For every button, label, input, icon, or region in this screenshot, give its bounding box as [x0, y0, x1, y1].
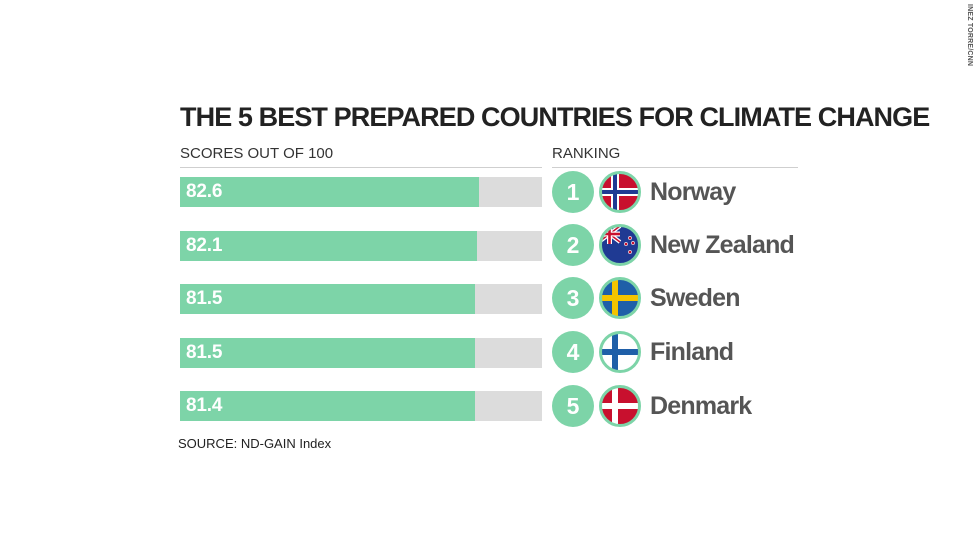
bar-value-label: 81.4: [186, 395, 223, 416]
ranking-header: RANKING: [552, 145, 621, 162]
scores-header: SCORES OUT OF 100: [180, 145, 334, 162]
rank-badge: 2: [552, 224, 594, 266]
new-zealand-flag-icon: [599, 224, 641, 266]
norway-flag-icon: [599, 171, 641, 213]
bar-value-label: 81.5: [186, 342, 223, 363]
chart-title: THE 5 BEST PREPARED COUNTRIES FOR CLIMAT…: [180, 102, 930, 132]
rank-badge: 4: [552, 331, 594, 373]
photo-credit: INEZ TORRE/CNN: [966, 4, 973, 67]
rank-badge: 1: [552, 171, 594, 213]
sweden-flag-icon: [599, 277, 641, 319]
header-divider-right: [552, 167, 798, 168]
bar-value-label: 82.6: [186, 181, 223, 202]
bar-track: 81.5: [180, 284, 542, 314]
bar-track: 81.5: [180, 338, 542, 368]
header-divider-left: [180, 167, 542, 168]
source-note: SOURCE: ND-GAIN Index: [178, 436, 332, 451]
bar-finland: [180, 338, 475, 368]
bar-value-label: 82.1: [186, 235, 223, 256]
bar-norway: [180, 177, 479, 207]
bar-track: 82.6: [180, 177, 542, 207]
finland-flag-icon: [599, 331, 641, 373]
bar-track: 82.1: [180, 231, 542, 261]
bar-new-zealand: [180, 231, 477, 261]
bar-denmark: [180, 391, 475, 421]
rank-badge: 5: [552, 385, 594, 427]
country-name: Denmark: [650, 392, 752, 420]
country-name: Finland: [650, 338, 734, 366]
country-name: New Zealand: [650, 231, 795, 259]
bar-value-label: 81.5: [186, 288, 223, 309]
rank-badge: 3: [552, 277, 594, 319]
denmark-flag-icon: [599, 385, 641, 427]
country-name: Norway: [650, 178, 736, 206]
country-name: Sweden: [650, 284, 740, 312]
bar-track: 81.4: [180, 391, 542, 421]
bar-sweden: [180, 284, 475, 314]
